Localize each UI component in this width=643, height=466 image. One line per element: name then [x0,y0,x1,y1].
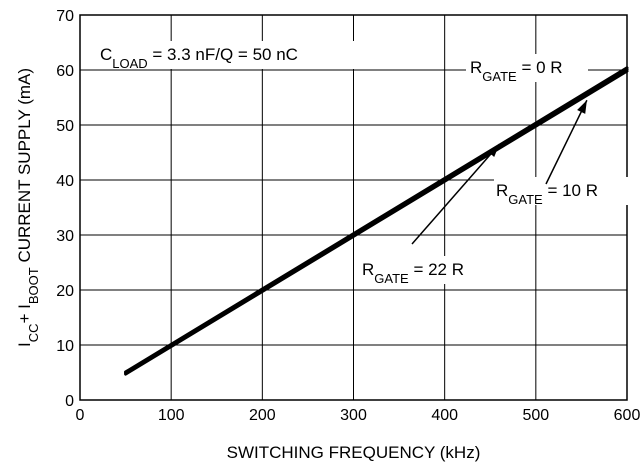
series-line-2 [124,69,629,376]
annotations: CLOAD = 3.3 nF/Q = 50 nC RGATE = 0 R RGATE… [96,41,628,286]
annotation-bg-r22 [360,256,494,284]
y-tick-label: 70 [56,8,74,25]
arrow-rgate-10 [545,99,588,185]
x-axis-label: SWITCHING FREQUENCY (kHz) [227,443,481,462]
annotation-bg-r10 [494,177,628,205]
x-tick-label: 400 [431,407,458,424]
annotation-bg-cond [96,41,364,69]
annotation-bg-r0 [466,54,588,82]
axis-labels: SWITCHING FREQUENCY (kHz) ICC+ IBOOT CURR… [15,68,480,462]
y-tick-label: 60 [56,63,74,80]
x-tick-label: 0 [76,407,85,424]
annotation-r0: RGATE = 0 R [470,58,563,84]
x-tick-label: 500 [522,407,549,424]
y-axis-label: ICC+ IBOOT CURRENT SUPPLY (mA) [15,68,41,347]
x-tick-label: 200 [249,407,276,424]
arrow-rgate-22 [411,143,500,245]
plot-frame [79,14,628,401]
y-tick-label: 0 [65,393,74,410]
tick-labels: 0 100 200 300 400 500 600 0 10 20 30 40 50 60 70 [56,8,640,424]
series-layer [124,66,629,376]
y-tick-label: 20 [56,283,74,300]
y-tick-label: 30 [56,228,74,245]
x-tick-label: 600 [614,407,641,424]
x-tick-label: 300 [340,407,367,424]
arrow-rgate-22-head [487,144,500,157]
x-tick-label: 100 [158,407,185,424]
y-tick-label: 50 [56,118,74,135]
annotation-r10: RGATE = 10 R [496,181,598,207]
annotation-r22: RGATE = 22 R [362,260,464,286]
y-tick-label: 40 [56,173,74,190]
y-tick-label: 10 [56,338,74,355]
annotation-cond: CLOAD = 3.3 nF/Q = 50 nC [100,45,298,71]
arrow-rgate-10-head [577,100,587,114]
